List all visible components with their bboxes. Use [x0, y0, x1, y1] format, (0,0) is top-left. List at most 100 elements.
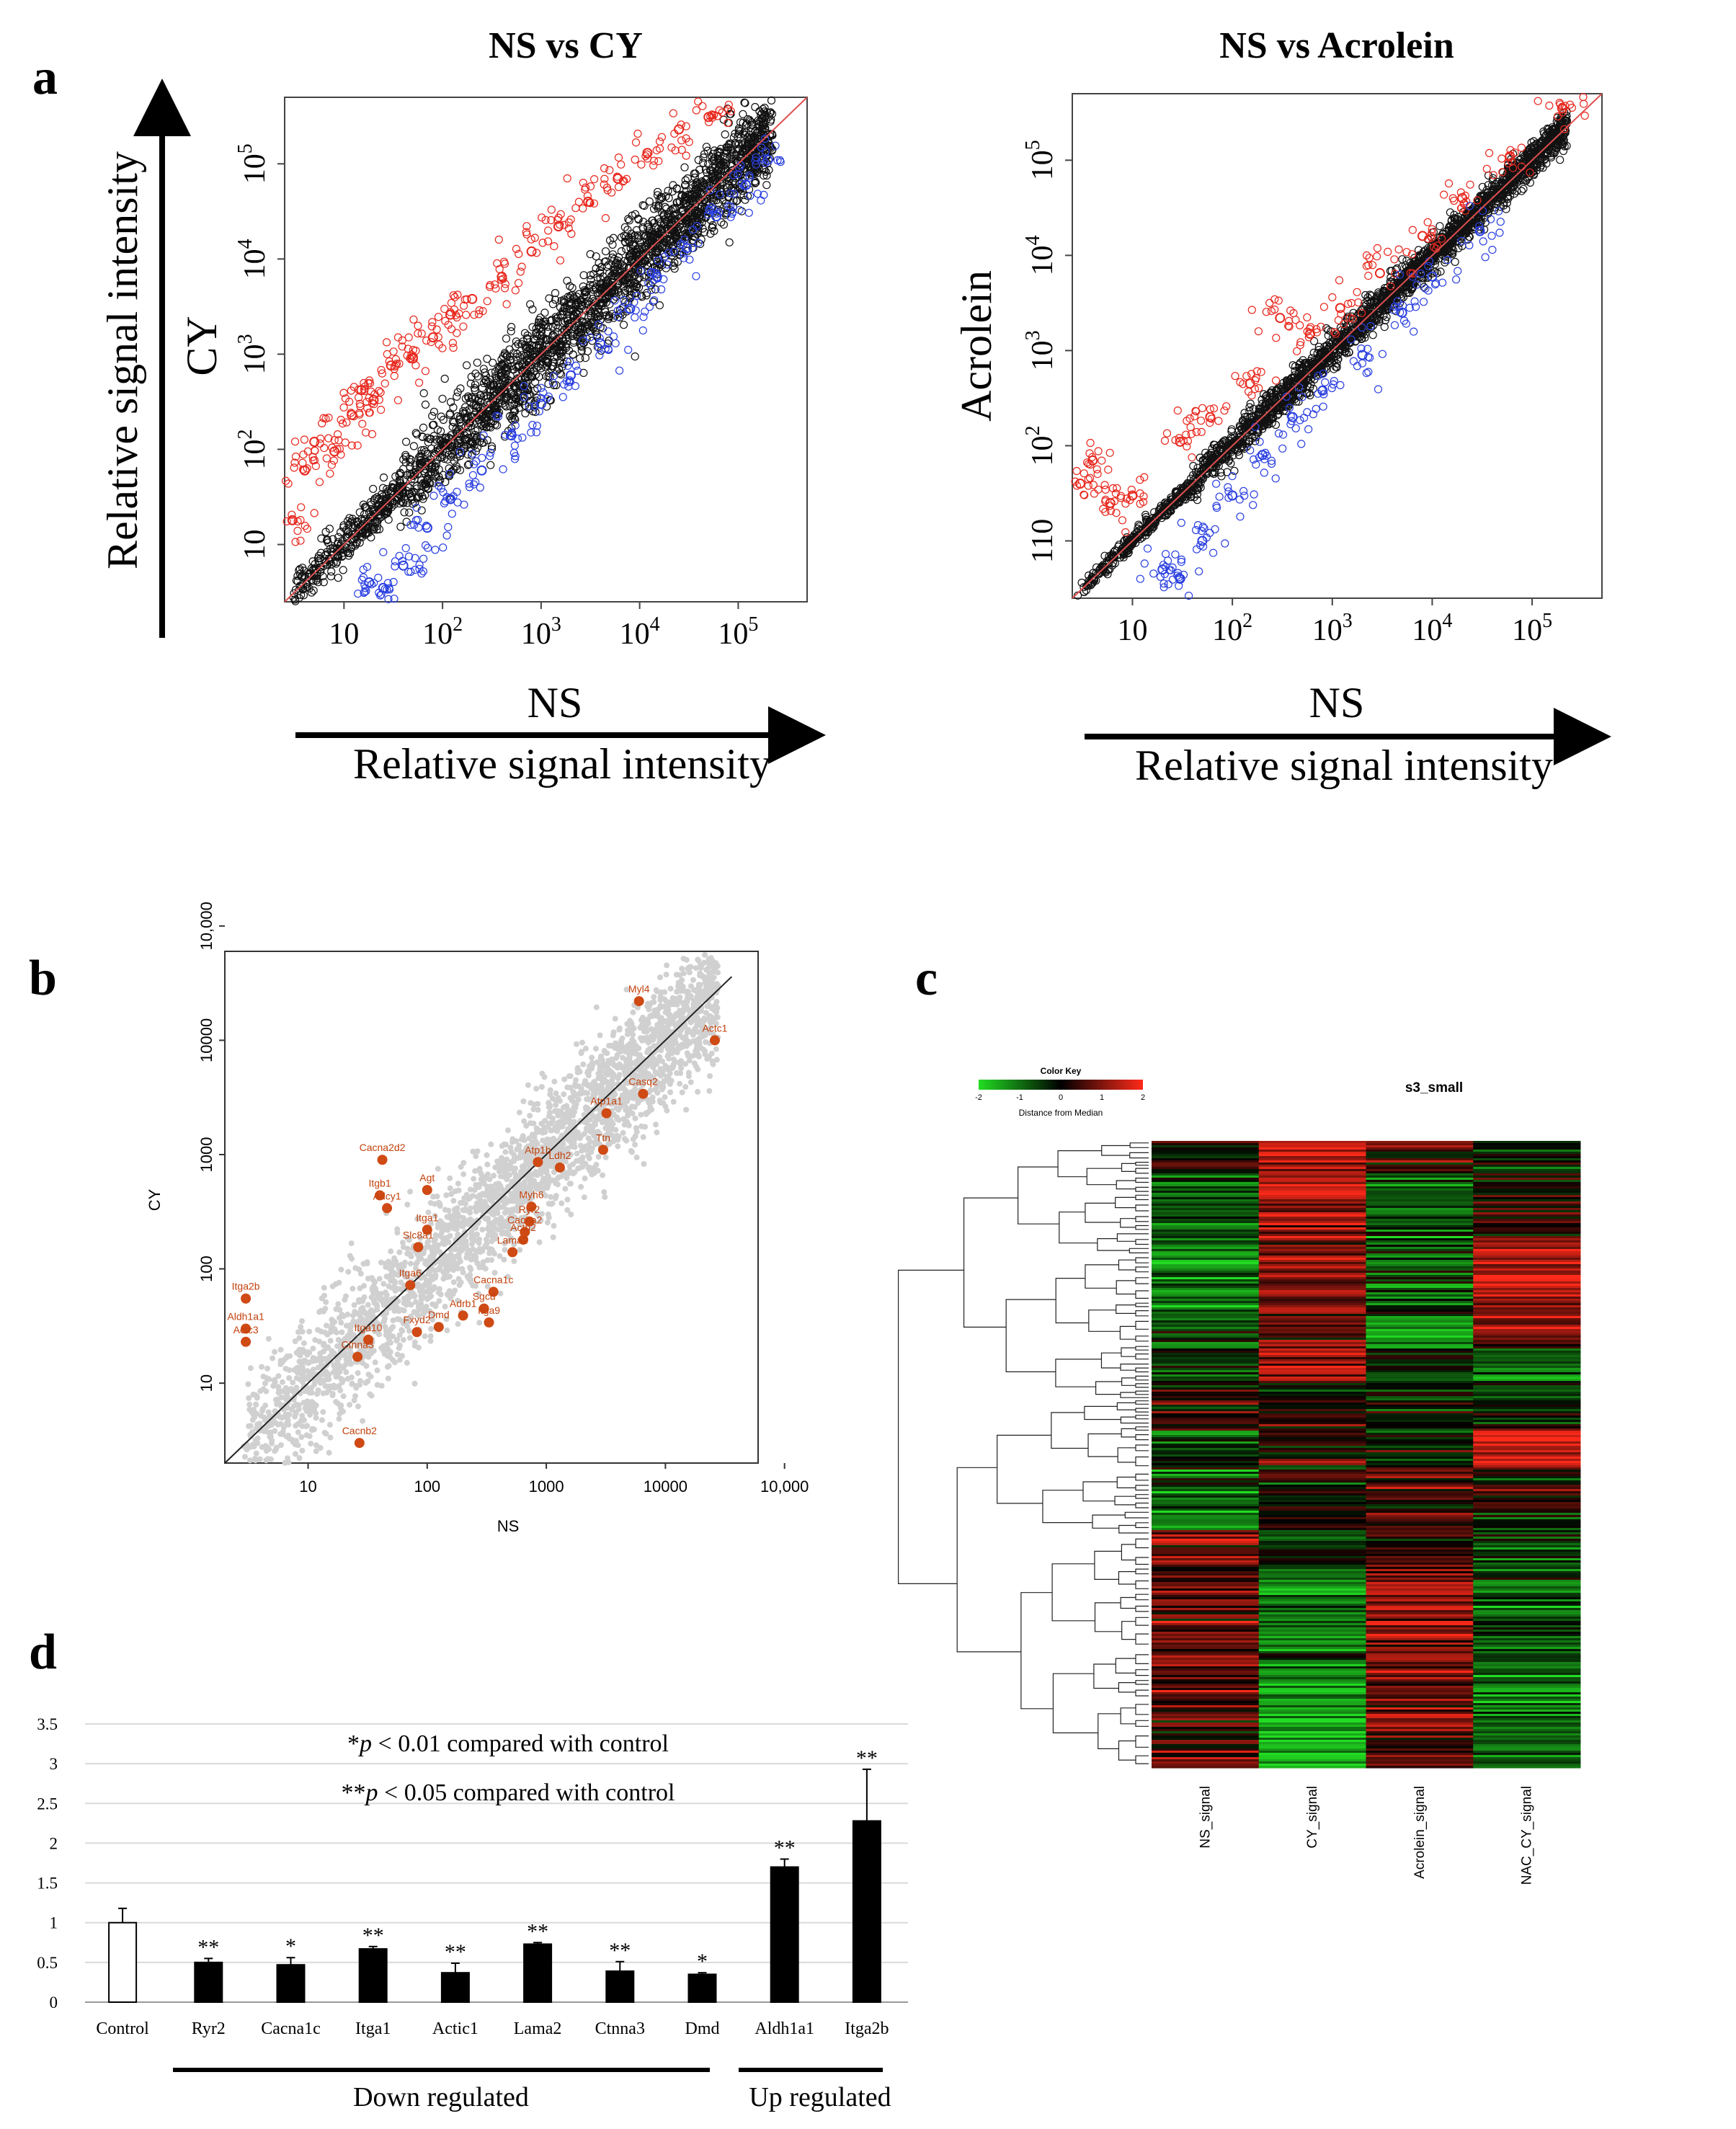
heat-cell	[1366, 1264, 1474, 1267]
a1-down-regulated-point-14	[741, 179, 752, 190]
heat-cell	[1366, 1398, 1474, 1401]
column-label-ns_signal: NS_signal	[1198, 1786, 1213, 1849]
a1-down-regulated-point-15	[762, 154, 773, 165]
heat-cell	[1258, 1180, 1366, 1183]
heat-cell	[1258, 1573, 1366, 1576]
heat-cell	[1152, 1273, 1260, 1276]
heat-cell	[1152, 1610, 1260, 1613]
heat-cell	[1366, 1379, 1474, 1382]
heat-cell	[1258, 1342, 1366, 1345]
heat-cell	[1366, 1552, 1474, 1555]
heat-cell	[1366, 1658, 1474, 1661]
a1-xtick-label-1: 102	[422, 613, 463, 651]
heat-cell	[1366, 1327, 1474, 1330]
heat-cell	[1366, 1253, 1474, 1256]
heat-cell	[1366, 1517, 1474, 1520]
heat-cell	[1366, 1584, 1474, 1587]
d-bar-actic1	[440, 1972, 470, 2004]
heat-cell	[1473, 1206, 1581, 1209]
heat-cell	[1258, 1450, 1366, 1453]
heat-cell	[1473, 1318, 1581, 1321]
a1-diagonal	[284, 97, 808, 603]
d-bar-control	[108, 1921, 138, 2004]
gene-point-itga2b	[241, 1293, 252, 1304]
heat-cell	[1258, 1545, 1366, 1548]
heat-cell	[1258, 1591, 1366, 1594]
heat-cell	[1152, 1409, 1260, 1412]
heat-cell	[1152, 1582, 1260, 1585]
heat-cell	[1152, 1435, 1260, 1438]
heat-cell	[1152, 1764, 1260, 1766]
d-ytick-label-2: 1	[50, 1914, 58, 1932]
heat-cell	[1258, 1612, 1366, 1615]
heat-cell	[1152, 1703, 1260, 1706]
heat-cell	[1366, 1467, 1474, 1470]
heat-cell	[1366, 1377, 1474, 1379]
heat-cell	[1366, 1359, 1474, 1362]
heat-cell	[1473, 1491, 1581, 1494]
gene-point-itga10	[363, 1334, 374, 1345]
heat-cell	[1258, 1543, 1366, 1546]
heat-cell	[1258, 1210, 1366, 1213]
heat-cell	[1473, 1476, 1581, 1479]
heat-cell	[1473, 1625, 1581, 1628]
heat-cell	[1152, 1299, 1260, 1302]
heat-cell	[1258, 1662, 1366, 1665]
heat-cell	[1366, 1323, 1474, 1325]
a1-y-arrow-label: Relative signal intensity	[99, 151, 146, 569]
heat-cell	[1366, 1746, 1474, 1749]
heat-cell	[1152, 1500, 1260, 1503]
heat-cell	[1258, 1634, 1366, 1637]
heat-cell	[1366, 1301, 1474, 1304]
gene-label-myl4: Myl4	[628, 983, 650, 995]
heat-cell	[1152, 1163, 1260, 1165]
heat-cell	[1258, 1426, 1366, 1429]
heat-cell	[1258, 1439, 1366, 1442]
heat-cell	[1258, 1247, 1366, 1250]
heat-cell	[1258, 1731, 1366, 1734]
heat-cell	[1473, 1651, 1581, 1654]
heat-cell	[1473, 1621, 1581, 1624]
heat-cell	[1152, 1612, 1260, 1615]
heat-cell	[1258, 1744, 1366, 1747]
heat-cell	[1258, 1684, 1366, 1686]
heat-cell	[1473, 1692, 1581, 1695]
heat-cell	[1366, 1249, 1474, 1252]
heat-cell	[1152, 1690, 1260, 1693]
heat-cell	[1473, 1236, 1581, 1239]
heat-cell	[1473, 1675, 1581, 1678]
heat-cell	[1152, 1476, 1260, 1479]
heat-cell	[1366, 1286, 1474, 1289]
a2-up-regulated-point-6	[1245, 378, 1255, 389]
heat-cell	[1258, 1374, 1366, 1377]
heat-cell	[1258, 1487, 1366, 1490]
heat-cell	[1152, 1227, 1260, 1230]
heat-cell	[1258, 1279, 1366, 1282]
heat-cell	[1258, 1219, 1366, 1222]
heat-cell	[1473, 1243, 1581, 1245]
heat-cell	[1258, 1757, 1366, 1760]
heat-cell	[1366, 1632, 1474, 1635]
heat-cell	[1258, 1195, 1366, 1198]
heat-cell	[1366, 1325, 1474, 1328]
heat-cell	[1473, 1718, 1581, 1721]
heat-cell	[1152, 1251, 1260, 1254]
heat-cell	[1473, 1668, 1581, 1671]
a2-series-up-regulated	[1071, 93, 1589, 537]
heat-cell	[1473, 1286, 1581, 1289]
heat-cell	[1473, 1470, 1581, 1472]
heat-cell	[1366, 1303, 1474, 1306]
heat-cell	[1366, 1655, 1474, 1658]
heat-cell	[1152, 1666, 1260, 1669]
a1-y-ticks: 10 102 103 104 105	[234, 143, 285, 559]
heat-cell	[1366, 1158, 1474, 1161]
heat-cell	[1473, 1407, 1581, 1410]
heat-cell	[1473, 1504, 1581, 1507]
heat-cell	[1152, 1353, 1260, 1356]
heat-cell	[1258, 1338, 1366, 1341]
heat-cell	[1473, 1333, 1581, 1336]
heat-cell	[1473, 1197, 1581, 1200]
heat-cell	[1258, 1409, 1366, 1412]
heat-cell	[1366, 1640, 1474, 1643]
heat-cell	[1152, 1467, 1260, 1470]
